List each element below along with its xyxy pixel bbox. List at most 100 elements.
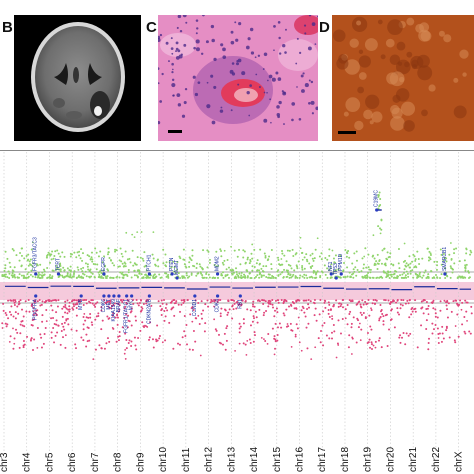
probe-point [455,247,458,250]
probe-point [290,304,293,307]
probe-point [400,299,403,302]
probe-point [379,303,382,306]
probe-point [197,301,200,304]
probe-point [456,302,459,305]
gene-marker: CDK4 [215,294,221,312]
probe-point [382,315,385,318]
probe-point [229,268,232,271]
gene-marker: CDK6 [101,294,107,312]
probe-point [381,249,384,252]
probe-point [116,316,119,319]
probe-point [469,249,472,252]
probe-point [49,274,52,277]
probe-point [75,256,78,259]
probe-point [289,264,292,267]
probe-point [427,304,430,307]
gene-dot [147,272,151,276]
probe-point [402,299,405,302]
he-nucleus [296,37,299,40]
probe-point [82,339,85,342]
he-nucleus [177,15,182,19]
probe-point [18,346,21,349]
probe-point [236,273,239,276]
probe-point [155,338,158,341]
gene-marker: MYB [78,294,84,310]
probe-point [179,257,182,260]
probe-point [236,300,239,303]
probe-point [359,303,362,306]
probe-point [377,262,380,265]
he-nucleus [177,103,182,107]
probe-point [89,316,92,319]
probe-point [240,304,242,307]
probe-point [329,276,332,279]
probe-point [311,252,314,255]
probe-point [350,353,353,355]
probe-point [140,273,143,276]
probe-point [401,304,404,307]
probe-point [463,330,466,333]
probe-point [220,274,223,277]
probe-point [301,268,304,271]
probe-point [361,299,364,302]
probe-point [57,324,60,327]
probe-point [182,302,185,305]
probe-point [253,334,256,337]
probe-point [68,305,71,308]
probe-point [253,248,256,251]
probe-point [238,272,241,275]
probe-point [188,348,191,351]
probe-point [9,266,12,269]
probe-point [276,311,279,314]
probe-point [367,266,370,269]
probe-point [223,332,226,335]
probe-point [8,261,11,264]
probe-point [423,299,426,302]
probe-point [157,265,160,268]
probe-point [465,252,468,255]
probe-point [118,265,121,268]
probe-point [263,338,265,341]
he-nucleus [220,106,223,109]
he-nucleus [249,84,253,87]
probe-point [97,314,100,317]
probe-point [258,269,261,272]
probe-point [197,272,200,275]
probe-point [303,299,306,302]
probe-point [14,311,17,314]
ihc-cell [406,17,415,26]
probe-point [335,269,338,272]
probe-point [317,337,320,340]
probe-point [80,275,83,278]
probe-point [254,310,257,313]
probe-point [283,268,286,271]
probe-point [399,334,402,337]
probe-point [240,271,243,274]
probe-point [11,276,14,279]
probe-point [235,271,238,274]
probe-point [460,308,463,311]
gene-marker: TP53 [333,263,339,280]
probe-point [419,271,422,274]
probe-point [91,260,94,263]
he-nucleus [257,54,261,57]
probe-point [15,254,18,257]
probe-point [134,344,137,347]
he-nucleus [180,53,183,56]
probe-point [451,268,454,271]
probe-point [277,301,280,304]
probe-point [242,318,245,321]
probe-point [73,270,76,273]
probe-point [208,258,211,261]
probe-point [297,299,300,302]
probe-point [324,257,327,260]
probe-point [231,317,234,320]
probe-point [72,303,75,306]
gene-marker: CCND1 [192,294,198,316]
probe-point [405,262,408,265]
he-nucleus [206,104,211,109]
he-nucleus [235,38,239,42]
probe-point [33,301,36,304]
probe-point [75,314,78,317]
